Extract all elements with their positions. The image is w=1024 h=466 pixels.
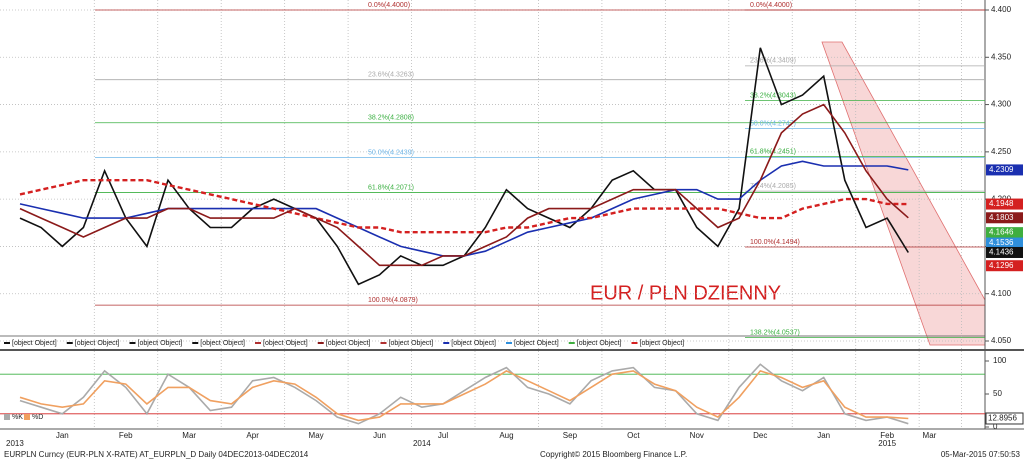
series-line	[19, 103, 909, 267]
x-tick-label: Dec	[753, 431, 767, 440]
osc-line	[19, 363, 909, 425]
annotation: EUR / PLN DZIENNY	[590, 282, 781, 304]
footer-right: 05-Mar-2015 07:50:53	[941, 450, 1021, 459]
legend-label: %K	[12, 414, 23, 421]
fib-label: 38.2%(4.2808)	[368, 115, 414, 122]
fib-label: 138.2%(4.0537)	[750, 329, 800, 336]
osc-last-label: 12.8956	[988, 414, 1017, 423]
legend-label: [object Object]	[200, 340, 245, 347]
x-tick-label: Jun	[373, 431, 386, 440]
price-label: 4.1296	[989, 261, 1014, 270]
x-tick-label: Sep	[563, 431, 578, 440]
legend-swatch	[24, 414, 30, 420]
price-label: 4.1436	[989, 248, 1014, 257]
legend-label: [object Object]	[389, 340, 434, 347]
osc-tick-label: 100	[993, 356, 1007, 365]
osc-last-box	[985, 412, 1024, 425]
price-label: 4.2309	[989, 165, 1014, 174]
price-label: 4.1536	[989, 238, 1014, 247]
series-line	[19, 179, 909, 234]
fib-label: 61.8%(4.2071)	[368, 184, 414, 191]
osc-tick-label: 0	[993, 422, 998, 431]
fib-label: 76.4%(4.2085)	[750, 183, 796, 190]
price-label-box	[986, 227, 1023, 239]
x-tick-label: Nov	[690, 431, 704, 440]
price-label-box	[986, 212, 1023, 224]
price-label: 4.1646	[989, 228, 1014, 237]
x-tick-label: Aug	[499, 431, 513, 440]
legend-label: [object Object]	[75, 340, 120, 347]
x-tick-label: Mar	[182, 431, 196, 440]
x-tick-label: Mar	[923, 431, 937, 440]
legend-label: [object Object]	[577, 340, 622, 347]
legend-label: [object Object]	[138, 340, 183, 347]
price-label-box	[986, 198, 1023, 210]
fib-label: 50.0%(4.2747)	[750, 120, 796, 127]
fib-label: 100.0%(4.1494)	[750, 239, 800, 246]
year-label: 2013	[6, 439, 24, 448]
y-tick-label: 4.100	[991, 289, 1012, 298]
x-tick-label: May	[309, 431, 324, 440]
fib-label: 100.0%(4.0879)	[368, 297, 418, 304]
y-tick-label: 4.300	[991, 100, 1012, 109]
osc-line	[19, 369, 909, 422]
legend-label: [object Object]	[451, 340, 496, 347]
legend-label: [object Object]	[514, 340, 559, 347]
fib-label: 23.6%(4.3409)	[750, 58, 796, 65]
fib-label: 50.0%(4.2439)	[368, 149, 414, 156]
price-label-box	[986, 246, 1023, 258]
legend-label: [object Object]	[12, 340, 57, 347]
y-tick-label: 4.250	[991, 147, 1012, 156]
price-label-box	[986, 237, 1023, 249]
year-label: 2014	[413, 439, 431, 448]
fib-label: 38.2%(4.3043)	[750, 92, 796, 99]
x-tick-label: Oct	[627, 431, 640, 440]
x-tick-label: Jan	[56, 431, 69, 440]
y-tick-label: 4.350	[991, 52, 1012, 61]
x-tick-label: Jul	[438, 431, 448, 440]
price-label: 4.1803	[989, 213, 1014, 222]
legend-label: [object Object]	[263, 340, 308, 347]
price-label-box	[986, 260, 1023, 272]
legend-label: [object Object]	[326, 340, 371, 347]
legend-swatch	[4, 414, 10, 420]
legend-label: [object Object]	[640, 340, 685, 347]
year-label: 2015	[878, 439, 896, 448]
price-label: 4.1948	[989, 199, 1014, 208]
fib-label: 0.0%(4.4000)	[750, 2, 792, 9]
x-tick-label: Feb	[119, 431, 133, 440]
price-label-box	[986, 164, 1023, 176]
footer-center: Copyright© 2015 Bloomberg Finance L.P.	[540, 450, 687, 459]
x-tick-label: Jan	[817, 431, 830, 440]
osc-tick-label: 50	[993, 389, 1002, 398]
y-tick-label: 4.400	[991, 5, 1012, 14]
y-tick-label: 4.050	[991, 336, 1012, 345]
footer-left: EURPLN Curncy (EUR-PLN X-RATE) AT_EURPLN…	[4, 450, 309, 459]
x-tick-label: Feb	[880, 431, 894, 440]
fib-label: 23.6%(4.3263)	[368, 72, 414, 79]
x-tick-label: Apr	[246, 431, 259, 440]
legend-label: %D	[32, 414, 43, 421]
fib-label: 0.0%(4.4000)	[368, 2, 410, 9]
